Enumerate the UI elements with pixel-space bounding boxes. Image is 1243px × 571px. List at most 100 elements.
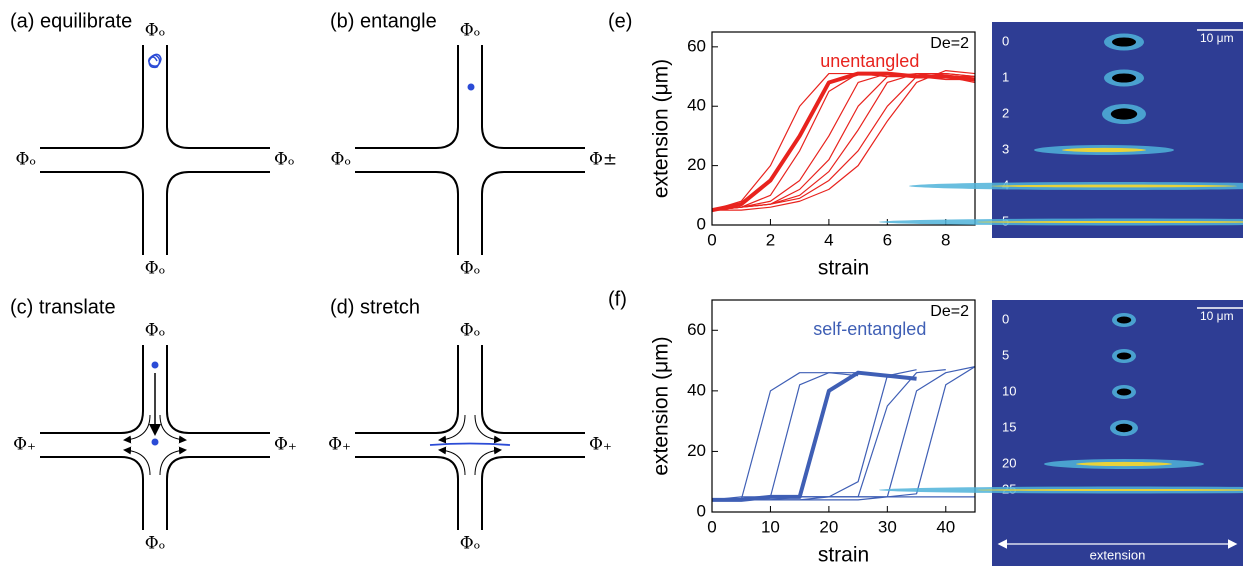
data-line: [712, 72, 975, 211]
plot-frame: [711, 31, 976, 226]
molecule-core: [1116, 316, 1132, 324]
flow-arrow: [159, 446, 187, 476]
port-label: Φₒ: [460, 259, 481, 279]
port-label: Φ₊: [13, 435, 36, 455]
data-line: [712, 72, 975, 211]
channel-wall: [355, 45, 585, 255]
x-tick-label: 10: [761, 517, 780, 536]
y-tick-label: 40: [687, 380, 706, 399]
molecule-core: [1112, 37, 1136, 47]
x-tick-label: 6: [883, 230, 892, 249]
x-tick-label: 4: [824, 230, 833, 249]
port-label: Φ₊: [328, 435, 351, 455]
y-tick-label: 20: [687, 155, 706, 174]
port-label: Φ±: [589, 150, 617, 170]
row-label: 0: [1002, 311, 1009, 326]
molecule-core: [1112, 73, 1136, 83]
flow-arrow: [438, 414, 466, 444]
panel-label: (e): [608, 10, 632, 32]
row-label: 15: [1002, 419, 1016, 434]
panel-label: (d) stretch: [330, 296, 420, 318]
panel-label: (a) equilibrate: [10, 10, 132, 32]
x-tick-label: 8: [941, 230, 950, 249]
channel-wall: [40, 45, 270, 255]
x-tick-label: 20: [819, 517, 838, 536]
scale-label: 10 μm: [1200, 309, 1234, 323]
port-label: Φₒ: [145, 534, 166, 554]
port-label: Φₒ: [460, 21, 481, 41]
channel-wall: [355, 345, 585, 530]
series-label: unentangled: [820, 51, 919, 71]
molecule: [467, 83, 475, 91]
port-label: Φₒ: [145, 21, 166, 41]
extension-label: extension: [1090, 547, 1146, 562]
molecule-core: [1076, 461, 1172, 467]
molecule-core: [1116, 388, 1132, 396]
x-tick-label: 0: [707, 517, 716, 536]
data-line: [712, 366, 975, 501]
x-tick-label: 0: [707, 230, 716, 249]
row-label: 5: [1002, 347, 1009, 362]
flow-arrow: [159, 414, 187, 444]
y-axis-label: extension (μm): [650, 336, 673, 475]
molecule-core: [1110, 108, 1138, 120]
port-label: Φₒ: [274, 150, 295, 170]
port-label: Φₒ: [145, 259, 166, 279]
molecule: [151, 361, 159, 369]
row-label: 1: [1002, 69, 1009, 84]
plot-area: [712, 70, 975, 213]
data-line: [712, 72, 975, 211]
molecule: [151, 438, 159, 446]
data-line: [712, 370, 917, 502]
panel-label: (f): [608, 288, 627, 310]
port-label: Φₒ: [145, 321, 166, 341]
channel-wall: [40, 345, 270, 530]
flow-arrow: [123, 414, 151, 444]
panel-label: (b) entangle: [330, 10, 437, 32]
y-tick-label: 60: [687, 36, 706, 55]
y-tick-label: 20: [687, 441, 706, 460]
y-axis-label: extension (μm): [650, 59, 673, 198]
flow-arrow: [474, 446, 502, 476]
molecule-core: [977, 220, 1243, 224]
port-label: Φ₊: [274, 435, 297, 455]
plot-frame: [711, 299, 976, 513]
row-label: 20: [1002, 455, 1016, 470]
flow-arrow: [474, 414, 502, 444]
data-line: [712, 369, 917, 501]
data-line: [712, 372, 859, 501]
molecule-stretched: [429, 442, 511, 446]
data-line: [712, 366, 975, 501]
panel-label: (c) translate: [10, 296, 116, 318]
x-axis-label: strain: [818, 544, 869, 567]
data-line: [712, 70, 975, 211]
scale-label: 10 μm: [1200, 31, 1234, 45]
row-label: 2: [1002, 105, 1009, 120]
y-tick-label: 0: [697, 214, 706, 233]
x-tick-label: 30: [878, 517, 897, 536]
molecule-core: [991, 184, 1237, 188]
port-label: Φₒ: [460, 321, 481, 341]
row-label: 3: [1002, 141, 1009, 156]
flow-arrow: [438, 446, 466, 476]
x-axis-label: strain: [818, 257, 869, 280]
y-tick-label: 60: [687, 320, 706, 339]
molecule-core: [1116, 352, 1132, 360]
port-label: Φₒ: [331, 150, 352, 170]
port-label: Φₒ: [460, 534, 481, 554]
port-label: Φ₊: [589, 435, 612, 455]
flow-arrow: [123, 446, 151, 476]
plot-area: [712, 366, 975, 502]
y-tick-label: 40: [687, 96, 706, 115]
annotation: De=2: [930, 303, 969, 320]
molecule-core: [1115, 423, 1133, 433]
row-label: 10: [1002, 383, 1016, 398]
molecule-coil: [148, 53, 162, 69]
series-label: self-entangled: [813, 319, 926, 339]
x-tick-label: 2: [766, 230, 775, 249]
molecule-core: [977, 488, 1243, 492]
row-label: 0: [1002, 33, 1009, 48]
micrograph: [992, 22, 1243, 238]
annotation: De=2: [930, 35, 969, 52]
